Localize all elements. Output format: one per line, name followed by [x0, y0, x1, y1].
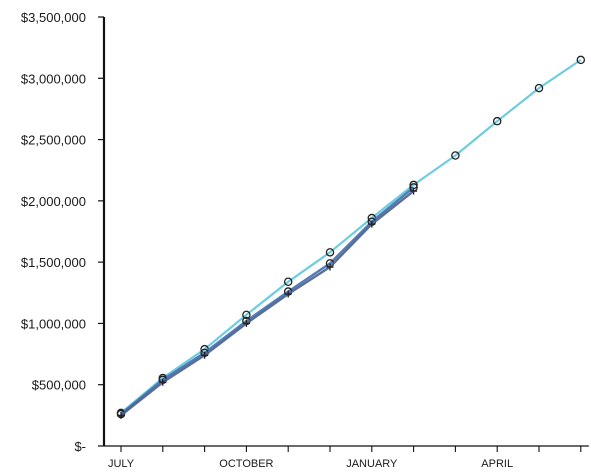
series-line-3	[120, 190, 415, 417]
y-axis: $- $500,000 $1,000,000 $1,500,000 $2,000,000…	[21, 10, 106, 454]
y-tick-label: $3,500,000	[21, 10, 86, 25]
x-tick-label: APRIL	[481, 458, 513, 470]
y-tick-label: $1,000,000	[21, 316, 86, 331]
x-tick-label: JANUARY	[346, 458, 398, 470]
data-point	[325, 248, 335, 257]
data-point	[368, 220, 376, 228]
y-tick-label: $2,000,000	[21, 194, 86, 209]
data-point	[534, 83, 544, 93]
x-tick-label: JULY	[108, 458, 135, 470]
data-point	[283, 277, 293, 287]
data-point	[159, 378, 167, 386]
y-tick-label: $1,500,000	[21, 255, 86, 270]
series-line-2	[120, 186, 415, 416]
x-axis: JULY OCTOBER JANUARY APRIL	[104, 445, 589, 470]
series-line-1	[120, 58, 582, 414]
y-tick-label: $500,000	[32, 378, 86, 393]
data-point	[451, 151, 460, 160]
y-tick-label: $-	[74, 439, 86, 454]
data-point	[242, 310, 251, 320]
data-point	[284, 290, 292, 298]
data-point	[576, 55, 586, 65]
y-tick-label: $2,500,000	[21, 133, 86, 148]
series-lines	[116, 55, 586, 419]
y-tick-label: $3,000,000	[21, 71, 86, 86]
data-point	[201, 351, 209, 359]
data-point	[410, 187, 418, 195]
data-point	[242, 319, 250, 327]
data-point	[326, 263, 334, 271]
data-point	[492, 116, 502, 126]
x-tick-label: OCTOBER	[219, 458, 273, 470]
data-point	[117, 411, 125, 419]
